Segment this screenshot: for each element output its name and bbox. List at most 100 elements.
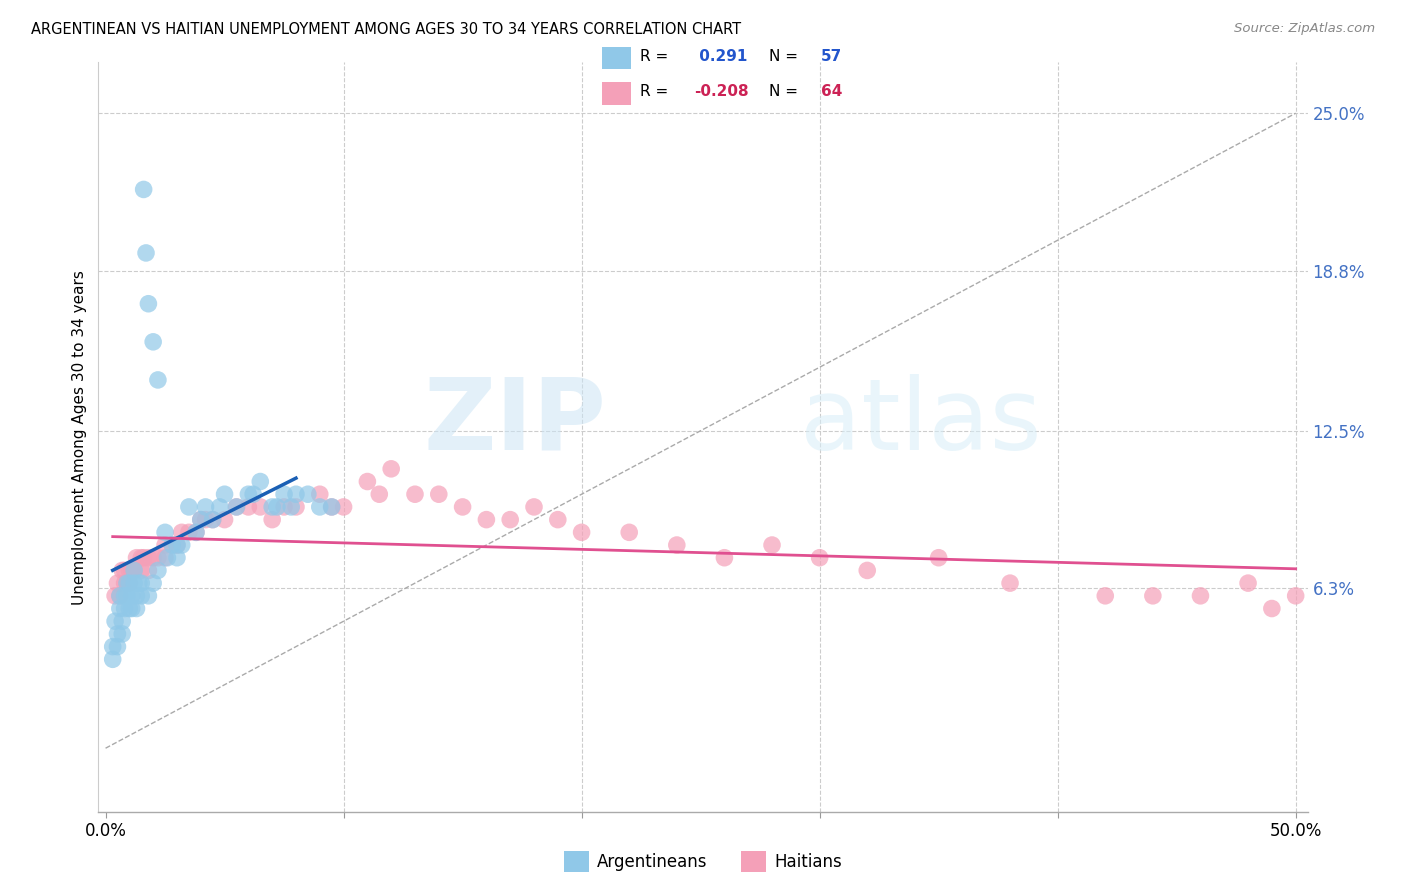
Point xyxy=(332,500,354,514)
Text: atlas: atlas xyxy=(800,374,1042,471)
Point xyxy=(170,525,193,540)
Text: ARGENTINEAN VS HAITIAN UNEMPLOYMENT AMONG AGES 30 TO 34 YEARS CORRELATION CHART: ARGENTINEAN VS HAITIAN UNEMPLOYMENT AMON… xyxy=(31,22,741,37)
Text: N =: N = xyxy=(769,49,803,64)
Point xyxy=(125,589,148,603)
Point xyxy=(107,627,129,641)
Point xyxy=(107,640,129,654)
Point xyxy=(146,563,169,577)
Point xyxy=(108,589,131,603)
Point xyxy=(856,563,879,577)
Point xyxy=(111,563,134,577)
Point xyxy=(201,513,224,527)
Point xyxy=(104,589,127,603)
Point xyxy=(129,563,152,577)
Point xyxy=(132,550,155,565)
Point xyxy=(475,513,498,527)
Point xyxy=(249,475,271,489)
Bar xyxy=(602,47,631,70)
Point xyxy=(262,500,284,514)
Point xyxy=(249,500,271,514)
Point xyxy=(132,182,155,196)
Point xyxy=(713,550,735,565)
Point xyxy=(121,601,143,615)
Point xyxy=(308,487,330,501)
Point xyxy=(108,601,131,615)
Point xyxy=(118,576,141,591)
Text: ZIP: ZIP xyxy=(423,374,606,471)
Point xyxy=(451,500,474,514)
Point xyxy=(321,500,343,514)
Point xyxy=(356,475,378,489)
Point xyxy=(273,487,295,501)
Text: 57: 57 xyxy=(821,49,842,64)
Point xyxy=(242,487,264,501)
Point xyxy=(128,576,150,591)
Point xyxy=(928,550,950,565)
Point xyxy=(114,576,136,591)
Point xyxy=(285,500,308,514)
Point xyxy=(194,513,217,527)
Point xyxy=(273,500,295,514)
Legend: Argentineans, Haitians: Argentineans, Haitians xyxy=(557,845,849,879)
Point xyxy=(153,550,176,565)
Text: 0.291: 0.291 xyxy=(695,49,748,64)
Point xyxy=(1237,576,1260,591)
Point xyxy=(111,627,134,641)
Point xyxy=(138,563,160,577)
Point xyxy=(190,513,212,527)
Point xyxy=(427,487,450,501)
Point xyxy=(184,525,207,540)
Point xyxy=(184,525,207,540)
Point xyxy=(118,563,141,577)
Point xyxy=(160,538,183,552)
Point xyxy=(194,500,217,514)
Point xyxy=(121,589,143,603)
Point xyxy=(156,550,179,565)
Point xyxy=(125,601,148,615)
Point xyxy=(1094,589,1116,603)
Point xyxy=(214,513,236,527)
Point xyxy=(808,550,831,565)
Point xyxy=(166,538,188,552)
Point xyxy=(138,550,160,565)
Point xyxy=(125,550,148,565)
Point xyxy=(1285,589,1308,603)
Point xyxy=(208,500,231,514)
Point xyxy=(122,563,145,577)
Point xyxy=(177,525,200,540)
Text: -0.208: -0.208 xyxy=(695,85,749,99)
Point xyxy=(170,538,193,552)
Point xyxy=(114,563,136,577)
Point xyxy=(153,538,176,552)
Point xyxy=(118,601,141,615)
Point xyxy=(153,525,176,540)
Point xyxy=(101,652,124,666)
Point xyxy=(1261,601,1284,615)
Point xyxy=(135,246,157,260)
Point xyxy=(121,563,143,577)
Point xyxy=(547,513,569,527)
Point xyxy=(142,334,165,349)
Point xyxy=(214,487,236,501)
Text: 64: 64 xyxy=(821,85,842,99)
Point xyxy=(142,550,165,565)
Point xyxy=(368,487,391,501)
Point xyxy=(297,487,319,501)
Point xyxy=(225,500,247,514)
Point xyxy=(138,589,160,603)
Point xyxy=(118,576,141,591)
Bar xyxy=(602,82,631,104)
Point xyxy=(571,525,593,540)
Point xyxy=(619,525,641,540)
Point xyxy=(280,500,302,514)
Point xyxy=(308,500,330,514)
Y-axis label: Unemployment Among Ages 30 to 34 years: Unemployment Among Ages 30 to 34 years xyxy=(72,269,87,605)
Point xyxy=(129,589,152,603)
Point xyxy=(523,500,546,514)
Point xyxy=(146,373,169,387)
Point xyxy=(404,487,426,501)
Point xyxy=(321,500,343,514)
Point xyxy=(114,589,136,603)
Point xyxy=(108,589,131,603)
Point xyxy=(238,500,260,514)
